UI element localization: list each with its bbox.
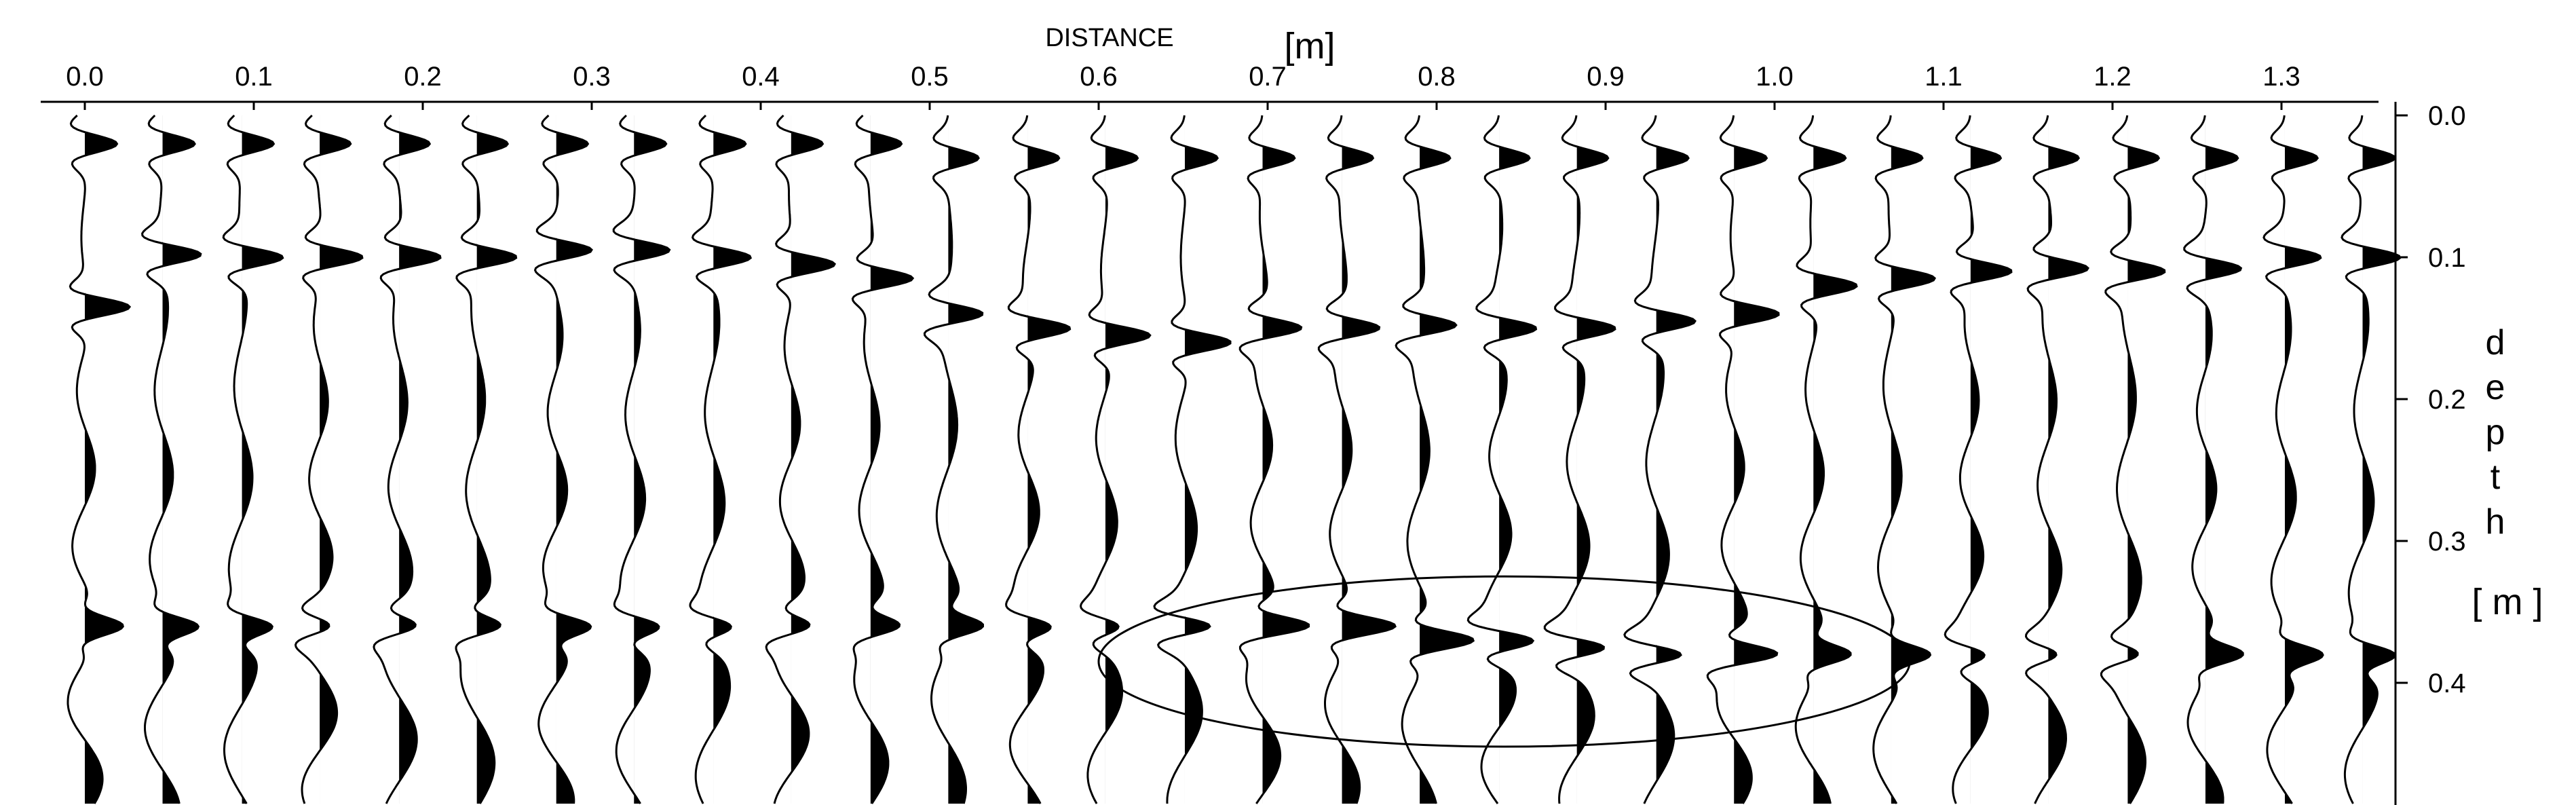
x-tick-label-4: 0.4 bbox=[742, 62, 780, 92]
trace-23 bbox=[1872, 115, 1937, 804]
trace-fill-9 bbox=[791, 115, 835, 804]
x-tick-label-0: 0.0 bbox=[66, 62, 104, 92]
trace-fill-5 bbox=[476, 115, 516, 804]
trace-fill-7 bbox=[634, 115, 670, 804]
x-tick-label-5: 0.5 bbox=[911, 62, 949, 92]
trace-26 bbox=[2100, 115, 2166, 804]
trace-fill-24 bbox=[1970, 115, 2011, 804]
trace-5 bbox=[455, 114, 518, 804]
trace-2 bbox=[222, 114, 284, 804]
x-tick-label-8: 0.8 bbox=[1418, 62, 1456, 92]
trace-4 bbox=[373, 114, 442, 804]
x-tick-label-3: 0.3 bbox=[573, 62, 611, 92]
x-axis-title: DISTANCE bbox=[1045, 24, 1173, 52]
trace-fill-17 bbox=[1420, 115, 1474, 804]
trace-7 bbox=[612, 114, 671, 804]
anomaly-ellipse bbox=[1097, 575, 1911, 748]
x-tick-label-1: 0.1 bbox=[235, 62, 273, 92]
trace-1 bbox=[141, 114, 202, 804]
annotation-layer bbox=[1097, 575, 1911, 748]
trace-15 bbox=[1238, 115, 1310, 804]
trace-fill-22 bbox=[1813, 115, 1857, 804]
y-tick-label-4: 0.4 bbox=[2428, 669, 2466, 698]
trace-fill-18 bbox=[1499, 115, 1536, 804]
y-axis-label-letter-2: p bbox=[2486, 413, 2505, 452]
trace-25 bbox=[2024, 115, 2089, 804]
trace-fill-10 bbox=[870, 115, 913, 804]
trace-fill-23 bbox=[1891, 115, 1935, 804]
trace-fill-19 bbox=[1576, 115, 1615, 804]
x-tick-label-9: 0.9 bbox=[1587, 62, 1625, 92]
trace-fill-3 bbox=[320, 115, 362, 804]
trace-fill-8 bbox=[713, 115, 751, 804]
trace-6 bbox=[533, 114, 593, 804]
trace-fill-2 bbox=[242, 115, 283, 804]
x-tick-label-12: 1.2 bbox=[2094, 62, 2132, 92]
trace-fill-0 bbox=[85, 115, 130, 804]
trace-9 bbox=[765, 114, 837, 804]
x-tick-label-6: 0.6 bbox=[1080, 62, 1118, 92]
trace-fill-28 bbox=[2284, 115, 2324, 804]
x-tick-label-13: 1.3 bbox=[2262, 62, 2300, 92]
trace-3 bbox=[294, 114, 364, 804]
trace-fill-29 bbox=[2362, 115, 2400, 804]
trace-16 bbox=[1317, 115, 1397, 804]
trace-fill-20 bbox=[1656, 115, 1695, 804]
trace-fill-11 bbox=[948, 115, 983, 804]
trace-fill-12 bbox=[1027, 115, 1070, 804]
y-tick-label-2: 0.2 bbox=[2428, 385, 2466, 415]
y-axis-unit: [ m ] bbox=[2472, 582, 2543, 622]
trace-fill-21 bbox=[1734, 115, 1779, 804]
trace-0 bbox=[67, 114, 132, 804]
trace-fill-14 bbox=[1184, 115, 1230, 804]
y-axis-label-letter-1: e bbox=[2486, 368, 2505, 407]
x-tick-label-11: 1.1 bbox=[1925, 62, 1963, 92]
trace-fill-25 bbox=[2048, 115, 2088, 804]
trace-22 bbox=[1794, 115, 1858, 804]
trace-fill-15 bbox=[1262, 115, 1309, 804]
trace-fill-26 bbox=[2127, 115, 2165, 804]
trace-19 bbox=[1543, 115, 1616, 804]
trace-fill-6 bbox=[556, 115, 592, 804]
trace-27 bbox=[2183, 115, 2244, 804]
y-axis-label-letter-0: d bbox=[2486, 323, 2505, 362]
trace-29 bbox=[2341, 115, 2402, 804]
trace-28 bbox=[2262, 115, 2324, 804]
y-axis-label-letter-4: h bbox=[2486, 502, 2505, 542]
x-tick-label-2: 0.2 bbox=[404, 62, 442, 92]
y-axis-label-letter-3: t bbox=[2490, 457, 2501, 497]
trace-14 bbox=[1153, 115, 1232, 804]
axes-layer bbox=[41, 100, 2397, 805]
trace-21 bbox=[1706, 115, 1780, 804]
trace-20 bbox=[1623, 115, 1697, 804]
trace-12 bbox=[1005, 115, 1072, 804]
x-ticks-layer: 0.0 0.1 0.2 0.3 0.4 0.5 0.6 0.7 0.8 0.9 1.0 1.1 1.2 1… bbox=[66, 62, 2300, 110]
trace-fill-4 bbox=[399, 115, 440, 804]
x-tick-label-10: 1.0 bbox=[1756, 62, 1794, 92]
x-tick-label-7: 0.7 bbox=[1249, 62, 1287, 92]
trace-24 bbox=[1944, 115, 2013, 804]
trace-11 bbox=[923, 115, 984, 804]
y-tick-label-3: 0.3 bbox=[2428, 527, 2466, 557]
y-tick-label-1: 0.1 bbox=[2428, 243, 2466, 273]
y-tick-label-0: 0.0 bbox=[2428, 101, 2466, 131]
trace-17 bbox=[1395, 115, 1475, 804]
trace-18 bbox=[1466, 115, 1538, 804]
trace-fill-1 bbox=[162, 115, 201, 804]
trace-8 bbox=[689, 114, 753, 804]
traces-layer bbox=[67, 114, 2402, 804]
trace-fill-27 bbox=[2205, 115, 2243, 804]
x-axis-unit: [m] bbox=[1285, 26, 1336, 67]
y-ticks-layer: 0.0 0.1 0.2 0.3 0.4 bbox=[2395, 101, 2466, 698]
trace-10 bbox=[851, 114, 915, 804]
trace-fill-16 bbox=[1342, 115, 1396, 804]
